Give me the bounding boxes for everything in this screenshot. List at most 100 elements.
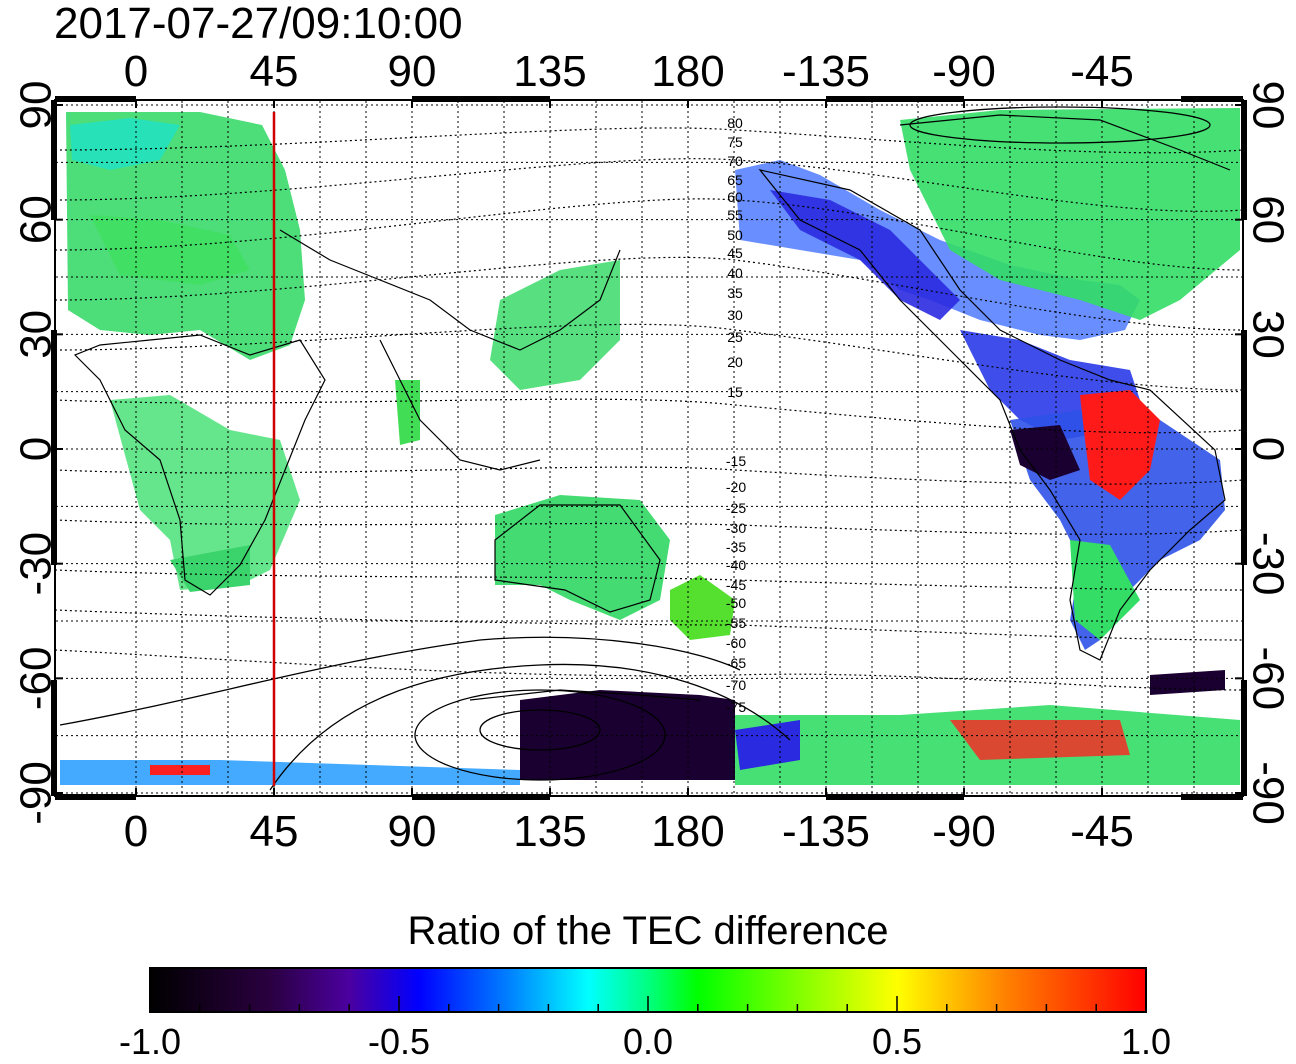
- right-latitude-tick-label: 60: [1244, 195, 1293, 244]
- right-tick-mark: [1235, 791, 1243, 794]
- graticule: [56, 101, 1242, 795]
- contour-label: -40: [726, 557, 746, 573]
- contour-label: 60: [727, 189, 743, 205]
- right-tick-mark: [1235, 218, 1243, 221]
- contour-label: -75: [726, 699, 746, 715]
- frame-bar-bottom: [412, 794, 550, 800]
- top-longitude-tick-label: -90: [932, 47, 996, 96]
- top-tick-mark: [825, 100, 828, 108]
- contour-label: -15: [726, 453, 746, 469]
- frame-bar-right: [1241, 330, 1247, 565]
- map-title: 2017-07-27/09:10:00: [54, 0, 463, 48]
- left-tick-mark: [55, 104, 63, 107]
- top-longitude-tick-label: 45: [250, 47, 299, 96]
- frame-bar-left: [51, 330, 57, 565]
- contour-label: -20: [726, 479, 746, 495]
- bottom-longitude-tick-label: -90: [932, 807, 996, 856]
- right-latitude-tick-label: -30: [1244, 532, 1293, 596]
- frame-bar-top: [412, 96, 550, 102]
- left-tick-mark: [55, 333, 63, 336]
- bottom-longitude-tick-label: 90: [388, 807, 437, 856]
- magnetic-latitude-contours: [55, 127, 1243, 691]
- frame-bar-top: [1181, 96, 1243, 102]
- contour-label: 65: [727, 172, 743, 188]
- bottom-longitude-axis: 0 45 90 135 180 -135 -90 -45: [55, 788, 1243, 856]
- top-longitude-tick-label: -45: [1070, 47, 1134, 96]
- contour-label: 15: [727, 384, 743, 400]
- top-tick-mark: [411, 100, 414, 108]
- contour-label: 50: [727, 227, 743, 243]
- colorbar-tick-label: 0.5: [871, 1021, 923, 1062]
- right-latitude-axis: 90 60 30 0 -30 -60 -90: [1235, 81, 1293, 825]
- top-longitude-tick-label: 180: [651, 47, 724, 96]
- contour-label: 20: [727, 354, 743, 370]
- contour-label: -30: [726, 520, 746, 536]
- frame-bar-bottom: [55, 794, 136, 800]
- contour-label: -55: [726, 615, 746, 631]
- contour-label: -60: [726, 635, 746, 651]
- frame-bar-right: [1241, 680, 1247, 796]
- frame-bar-bottom: [826, 794, 964, 800]
- contour-label: -45: [726, 577, 746, 593]
- right-tick-mark: [1235, 448, 1243, 450]
- top-longitude-tick-label: 135: [513, 47, 586, 96]
- bottom-longitude-tick-label: 180: [651, 807, 724, 856]
- contour-label: 70: [727, 153, 743, 169]
- contour-label: 30: [727, 307, 743, 323]
- contour-label: 25: [727, 329, 743, 345]
- contour-label: 35: [727, 285, 743, 301]
- bottom-tick-mark: [1101, 788, 1104, 796]
- contour-label: -50: [726, 595, 746, 611]
- bottom-longitude-tick-label: -135: [782, 807, 870, 856]
- tec-data-layer: [60, 108, 1240, 785]
- bottom-longitude-tick-label: 0: [124, 807, 148, 856]
- frame-bar-top: [55, 96, 136, 102]
- top-tick-mark: [273, 100, 276, 108]
- contour-label: -25: [726, 500, 746, 516]
- frame-bar-left: [51, 100, 57, 220]
- top-longitude-axis: 0 45 90 135 180 -135 -90 -45: [55, 47, 1243, 108]
- colorbar-tick-label: -0.5: [367, 1021, 431, 1062]
- frame-bar-right: [1241, 100, 1247, 220]
- top-tick-mark: [687, 100, 690, 108]
- top-tick-mark: [1101, 100, 1104, 108]
- colorbar-tick-label: -1.0: [118, 1021, 182, 1062]
- top-longitude-tick-label: 90: [388, 47, 437, 96]
- right-tick-mark: [1235, 104, 1243, 107]
- right-latitude-tick-label: 90: [1244, 81, 1293, 130]
- left-tick-mark: [55, 448, 63, 450]
- right-tick-mark: [1235, 562, 1243, 565]
- colorbar-tick-label: 1.0: [1120, 1021, 1172, 1062]
- top-tick-mark: [135, 100, 137, 108]
- right-latitude-tick-label: 0: [1244, 437, 1293, 461]
- left-tick-mark: [55, 562, 63, 565]
- contour-label: -65: [726, 655, 746, 671]
- left-tick-mark: [55, 791, 63, 794]
- contour-label: 75: [727, 134, 743, 150]
- magnetic-pole-contours: [59, 106, 1211, 791]
- bottom-tick-mark: [963, 788, 966, 796]
- right-latitude-tick-label: 30: [1244, 310, 1293, 359]
- contour-label: -70: [726, 677, 746, 693]
- contour-label: 45: [727, 245, 743, 261]
- bottom-tick-mark: [687, 788, 690, 796]
- top-longitude-tick-label: -135: [782, 47, 870, 96]
- colorbar-title: Ratio of the TEC difference: [407, 909, 889, 953]
- right-latitude-tick-label: -90: [1244, 761, 1293, 825]
- contour-label: 80: [727, 115, 743, 131]
- bottom-longitude-tick-label: 45: [250, 807, 299, 856]
- bottom-longitude-tick-label: -45: [1070, 807, 1134, 856]
- colorbar-ticks: [149, 996, 1147, 1012]
- bottom-tick-mark: [411, 788, 414, 796]
- left-tick-mark: [55, 218, 63, 221]
- right-tick-mark: [1235, 677, 1243, 680]
- top-tick-mark: [549, 100, 552, 108]
- right-tick-mark: [1235, 333, 1243, 336]
- bottom-tick-mark: [273, 788, 276, 796]
- bottom-tick-mark: [825, 788, 828, 796]
- bottom-tick-mark: [549, 788, 552, 796]
- top-longitude-tick-label: 0: [124, 47, 148, 96]
